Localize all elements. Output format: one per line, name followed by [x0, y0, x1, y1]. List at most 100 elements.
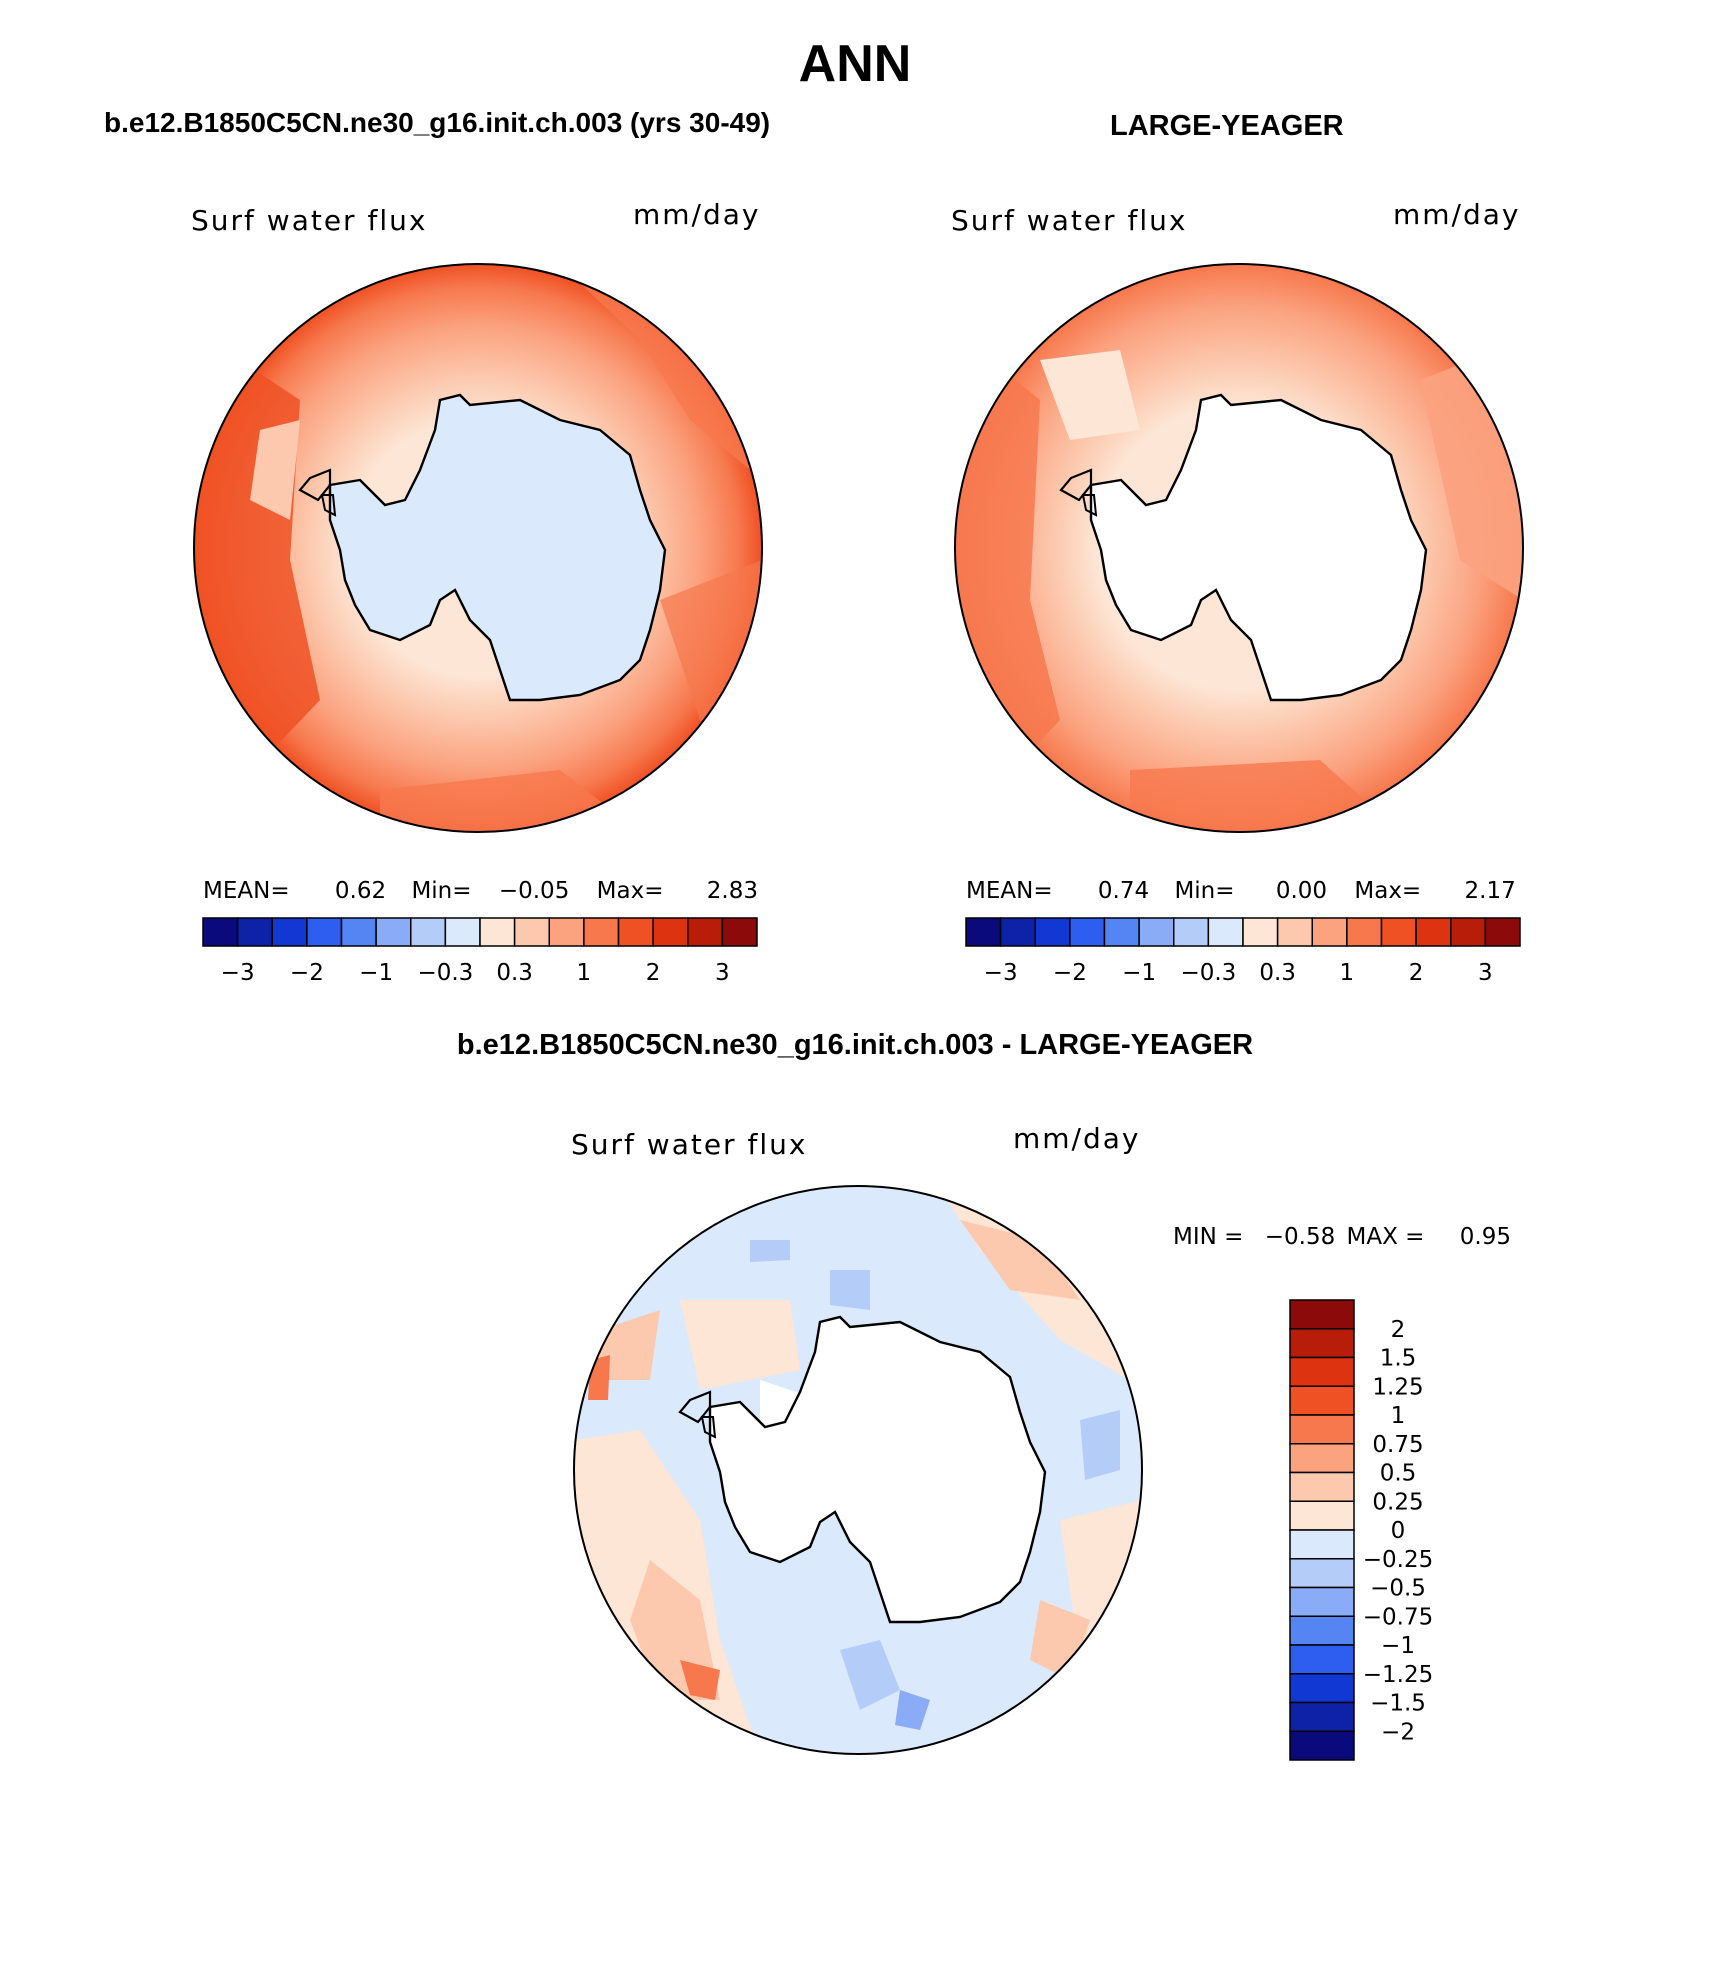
left-polar-map	[193, 263, 763, 833]
right-mean-label: MEAN=	[966, 878, 1053, 904]
diff-colorbar-label: −0.25	[1363, 1547, 1433, 1573]
left-stats: MEAN= 0.62 Min= −0.05 Max= 2.83	[203, 878, 758, 904]
right-colorbar-swatch	[999, 917, 1036, 947]
diff-minmax: MIN = −0.58 MAX = 0.95	[1173, 1224, 1511, 1250]
diff-colorbar-label: 1	[1391, 1403, 1406, 1429]
diff-colorbar-swatch	[1289, 1701, 1355, 1732]
left-variable-label: Surf water flux	[191, 204, 428, 237]
diff-colorbar-label: −1.25	[1363, 1662, 1433, 1688]
left-colorbar-tick-label: 2	[646, 960, 661, 986]
right-variable-label: Surf water flux	[951, 204, 1188, 237]
diff-colorbar-swatch	[1289, 1328, 1355, 1359]
diff-colorbar-label: −1.5	[1370, 1691, 1426, 1717]
diff-colorbar-label: 0.5	[1380, 1461, 1417, 1487]
left-min-label: Min=	[411, 878, 472, 904]
right-colorbar-swatch	[1138, 917, 1175, 947]
right-polar-map	[954, 263, 1524, 833]
right-colorbar-swatch	[1034, 917, 1071, 947]
right-colorbar-tick-label: 2	[1409, 960, 1424, 986]
left-colorbar-swatch	[687, 917, 724, 947]
right-colorbar-swatch	[965, 917, 1002, 947]
right-colorbar-tick-label: 3	[1478, 960, 1493, 986]
left-colorbar-tick-label: −3	[221, 960, 255, 986]
left-colorbar-tick-label: −1	[359, 960, 393, 986]
diff-colorbar-label: 0.75	[1372, 1432, 1423, 1458]
diff-colorbar-label: −0.75	[1363, 1604, 1433, 1630]
left-colorbar-tick-label: 3	[715, 960, 730, 986]
diff-antarctica	[708, 1315, 1047, 1624]
diff-panel-title: b.e12.B1850C5CN.ne30_g16.init.ch.003 - L…	[456, 1029, 1254, 1061]
diff-units-label: mm/day	[1013, 1122, 1141, 1155]
right-min-label: Min=	[1174, 878, 1235, 904]
right-colorbar: −3 −2 −1 −0.3 0.3 1 2 3	[965, 917, 1521, 986]
left-colorbar-swatch	[652, 917, 689, 947]
left-colorbar-swatch	[583, 917, 620, 947]
diff-colorbar-swatch	[1289, 1730, 1355, 1761]
right-stats: MEAN= 0.74 Min= 0.00 Max= 2.17	[966, 878, 1516, 904]
right-colorbar-swatch	[1450, 917, 1487, 947]
diff-colorbar-label: −0.5	[1370, 1576, 1426, 1602]
right-colorbar-tick-label: −2	[1053, 960, 1087, 986]
left-colorbar-swatch	[444, 917, 481, 947]
left-mean-value: 0.62	[334, 878, 387, 904]
diff-colorbar-swatch	[1289, 1586, 1355, 1617]
diff-colorbar-label: 0	[1391, 1518, 1406, 1544]
left-colorbar-swatch	[410, 917, 447, 947]
diff-colorbar-swatch	[1289, 1673, 1355, 1704]
diff-colorbar-swatch	[1289, 1414, 1355, 1445]
diff-colorbar-swatch	[1289, 1443, 1355, 1474]
left-units-label: mm/day	[633, 198, 761, 231]
left-colorbar-swatch	[721, 917, 758, 947]
left-colorbar-swatch	[340, 917, 377, 947]
left-panel-title: b.e12.B1850C5CN.ne30_g16.init.ch.003 (yr…	[104, 107, 771, 138]
right-max-value: 2.17	[1464, 878, 1516, 904]
diff-colorbar-swatch	[1289, 1558, 1355, 1589]
left-colorbar-swatch	[236, 917, 273, 947]
left-min-value: −0.05	[498, 878, 570, 904]
diff-polar-map	[573, 1185, 1143, 1755]
diff-colorbar-label: −1	[1381, 1633, 1415, 1659]
right-colorbar-swatch	[1276, 917, 1313, 947]
diff-colorbar-swatch	[1289, 1615, 1355, 1646]
left-colorbar-swatch	[271, 917, 308, 947]
left-colorbar-swatch	[513, 917, 550, 947]
diff-colorbar-label: 1.5	[1380, 1346, 1417, 1372]
left-colorbar-swatch	[306, 917, 343, 947]
left-antarctica	[328, 393, 667, 702]
left-colorbar-tick-label: 0.3	[496, 960, 533, 986]
left-colorbar-swatch	[375, 917, 412, 947]
right-units-label: mm/day	[1393, 198, 1521, 231]
diff-colorbar: 2 1.51.25 1 0.75 0.50.25 0 −0.25 −0.5−0.75 −1 −1.…	[1289, 1299, 1433, 1761]
left-colorbar-swatch	[548, 917, 585, 947]
right-colorbar-tick-label: −0.3	[1180, 960, 1236, 986]
right-colorbar-swatch	[1242, 917, 1279, 947]
diff-min-label: MIN =	[1173, 1224, 1244, 1250]
diff-variable-label: Surf water flux	[571, 1128, 808, 1161]
diff-max-label: MAX =	[1346, 1224, 1425, 1250]
left-colorbar-swatch	[617, 917, 654, 947]
left-max-value: 2.83	[706, 878, 758, 904]
right-max-label: Max=	[1354, 878, 1422, 904]
right-panel-title: LARGE-YEAGER	[1110, 110, 1344, 142]
right-colorbar-swatch	[1346, 917, 1383, 947]
left-mean-label: MEAN=	[203, 878, 290, 904]
diff-colorbar-swatch	[1289, 1299, 1355, 1330]
left-colorbar-swatch	[202, 917, 239, 947]
left-colorbar-tick-label: 1	[577, 960, 592, 986]
right-mean-value: 0.74	[1097, 878, 1150, 904]
left-colorbar-tick-label: −2	[290, 960, 324, 986]
right-colorbar-tick-label: 1	[1340, 960, 1355, 986]
diff-colorbar-swatch	[1289, 1500, 1355, 1531]
right-antarctica	[1089, 393, 1428, 702]
right-colorbar-tick-label: −3	[984, 960, 1018, 986]
right-colorbar-swatch	[1207, 917, 1244, 947]
right-colorbar-swatch	[1069, 917, 1106, 947]
left-colorbar-tick-label: −0.3	[417, 960, 473, 986]
diff-colorbar-label: 0.25	[1372, 1489, 1423, 1515]
diff-colorbar-swatch	[1289, 1471, 1355, 1502]
left-colorbar-swatch	[479, 917, 516, 947]
diff-colorbar-swatch	[1289, 1529, 1355, 1560]
diff-colorbar-swatch	[1289, 1385, 1355, 1416]
left-max-label: Max=	[596, 878, 664, 904]
diff-colorbar-swatch	[1289, 1356, 1355, 1387]
